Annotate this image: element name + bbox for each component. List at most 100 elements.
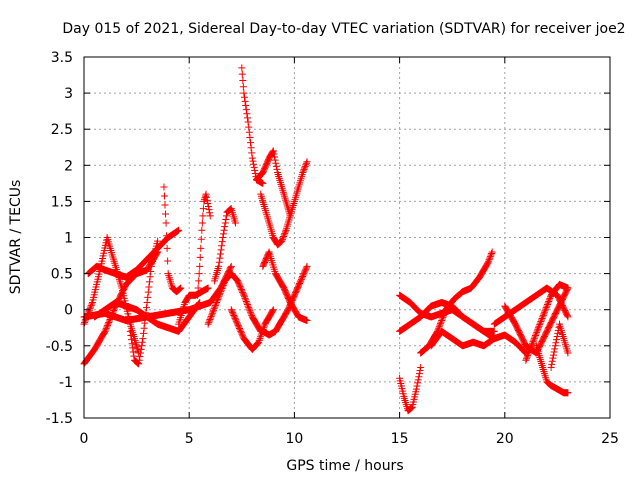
data-point: [298, 274, 306, 282]
data-point: [222, 212, 230, 220]
data-point: [105, 318, 113, 326]
data-point: [407, 404, 415, 412]
data-point: [551, 342, 559, 350]
data-point: [128, 340, 136, 348]
data-point: [207, 314, 215, 322]
data-point: [200, 197, 208, 205]
data-point: [303, 158, 311, 166]
data-point: [218, 242, 226, 250]
data-point: [247, 308, 255, 316]
data-point: [219, 230, 227, 238]
data-point: [137, 349, 145, 357]
data-point: [221, 219, 229, 227]
data-point: [237, 285, 245, 293]
data-point: [135, 356, 143, 364]
data-point: [196, 253, 204, 261]
data-point: [217, 288, 225, 296]
data-point: [300, 270, 308, 278]
data-point: [195, 299, 203, 307]
data-point: [531, 333, 539, 341]
data-point: [408, 404, 416, 412]
data-point: [272, 159, 280, 167]
data-point: [242, 101, 250, 109]
data-point: [241, 93, 249, 101]
data-point: [247, 310, 255, 318]
y-tick-label: 3: [64, 86, 73, 102]
data-point: [86, 305, 94, 313]
y-axis-title: SDTVAR / TECUs: [8, 180, 24, 295]
data-point: [138, 338, 146, 346]
data-point: [162, 219, 170, 227]
data-point: [534, 324, 542, 332]
data-point: [242, 106, 250, 114]
data-point: [273, 165, 281, 173]
data-point: [245, 123, 253, 131]
data-point: [548, 360, 556, 368]
data-point: [301, 162, 309, 170]
data-point: [163, 232, 171, 240]
data-point: [130, 352, 138, 360]
data-point: [297, 275, 305, 283]
data-point: [214, 295, 222, 303]
data-point: [438, 315, 446, 323]
data-point: [435, 324, 443, 332]
data-point: [210, 305, 218, 313]
data-point: [281, 229, 289, 237]
data-point: [244, 118, 252, 126]
data-point: [245, 304, 253, 312]
plot-frame: [83, 56, 611, 419]
data-point: [203, 196, 211, 204]
data-point: [272, 162, 280, 170]
data-point: [416, 367, 424, 375]
data-point: [198, 226, 206, 234]
data-point: [245, 305, 253, 313]
y-tick-label: -0.5: [46, 339, 73, 355]
data-point: [176, 285, 184, 293]
data-point: [216, 291, 224, 299]
data-point: [222, 215, 230, 223]
data-point: [412, 385, 420, 393]
data-point: [217, 286, 225, 294]
data-point: [160, 183, 168, 191]
data-point: [208, 311, 216, 319]
data-point: [88, 300, 96, 308]
data-point: [550, 348, 558, 356]
data-point: [196, 262, 204, 270]
data-point: [177, 284, 185, 292]
data-point: [145, 283, 153, 291]
data-point: [439, 312, 447, 320]
data-point: [234, 320, 242, 328]
data-point: [176, 285, 184, 293]
data-point: [219, 283, 227, 291]
data-point: [546, 294, 554, 302]
series-track-c: [84, 226, 183, 281]
data-point: [196, 298, 204, 306]
series-track-l: [227, 306, 277, 353]
y-tick-label: 2: [64, 158, 73, 174]
data-point: [242, 297, 250, 305]
chart-title: Day 015 of 2021, Sidereal Day-to-day VTE…: [62, 21, 625, 37]
data-point: [270, 150, 278, 158]
data-point: [297, 277, 305, 285]
series-track-z: [532, 342, 572, 397]
series-track-h: [175, 284, 212, 328]
data-point: [256, 335, 264, 343]
data-point: [523, 353, 531, 361]
data-point: [301, 164, 309, 172]
data-point: [531, 331, 539, 339]
data-point: [219, 281, 227, 289]
y-tick-label: 0: [64, 303, 73, 319]
data-point: [539, 313, 547, 321]
data-point: [238, 70, 246, 78]
y-tick-label: -1.5: [46, 411, 73, 427]
data-point: [281, 228, 289, 236]
data-point: [524, 352, 532, 360]
data-point: [488, 249, 496, 257]
data-point: [475, 274, 483, 282]
data-point: [227, 306, 235, 314]
data-point: [547, 363, 555, 371]
data-point: [239, 83, 247, 91]
data-point: [271, 156, 279, 164]
data-point: [414, 376, 422, 384]
